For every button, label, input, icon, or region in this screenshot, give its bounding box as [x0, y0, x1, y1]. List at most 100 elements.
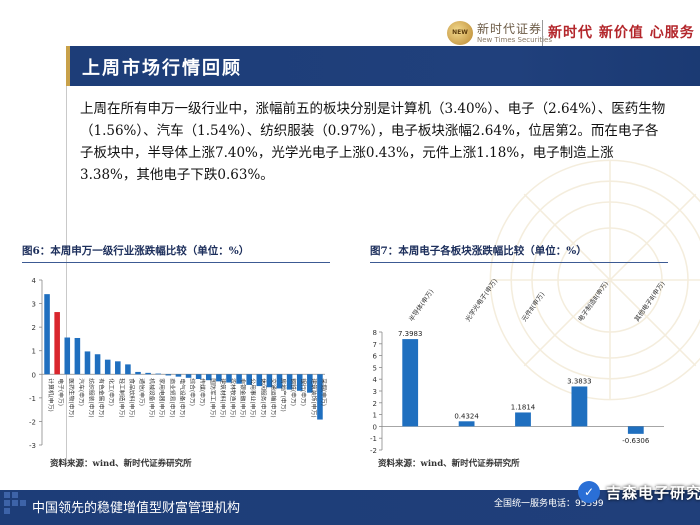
y-tick-label: -2: [29, 418, 36, 426]
bar: [44, 294, 50, 375]
y-tick-label: 2: [373, 400, 377, 408]
watermark: ✓ 吉森电子研究: [578, 478, 700, 506]
y-tick-label: 5: [373, 364, 377, 372]
category-label: 电气设备(申万): [178, 378, 186, 417]
value-label: 1.1814: [511, 403, 536, 411]
left-rule: [66, 86, 67, 466]
bar: [104, 359, 111, 375]
category-label: 公用事业(申万): [249, 378, 257, 417]
category-label: 采掘(申万): [320, 378, 328, 406]
bar: [276, 374, 283, 389]
category-label: 电子制造Ⅱ(申万): [576, 279, 610, 323]
category-label: 轻工制造(申万): [118, 378, 126, 417]
bar: [226, 374, 232, 383]
bar: [515, 412, 531, 427]
bar: [74, 337, 81, 375]
category-label: 纺织服装(申万): [87, 378, 95, 417]
bar: [155, 373, 162, 375]
bar: [145, 372, 151, 375]
watermark-icon: ✓: [578, 481, 600, 503]
category-label: 通信(申万): [138, 378, 146, 406]
category-label: 光学光电子(申万): [463, 277, 499, 324]
bar: [54, 312, 60, 375]
watermark-text: 吉森电子研究: [606, 483, 700, 502]
bar: [165, 374, 172, 376]
value-label: 0.4324: [454, 412, 479, 420]
category-label: 有色金属(申万): [98, 378, 106, 417]
category-label: 家用电器(申万): [158, 378, 166, 417]
category-label: 其他电子Ⅱ(申万): [632, 279, 666, 323]
y-tick-label: 1: [32, 348, 36, 356]
page-number: 22: [654, 485, 665, 494]
category-label: 农林牧渔(申万): [229, 378, 237, 417]
bar: [402, 339, 419, 427]
category-label: 化工(申万): [108, 378, 116, 406]
y-tick-label: 0: [32, 371, 36, 379]
bar: [115, 361, 121, 375]
figure7-source: 资料来源：wind、新时代证券研究所: [378, 459, 520, 469]
bar: [458, 421, 475, 427]
category-label: 汽车(申万): [77, 378, 85, 406]
bar: [125, 364, 131, 375]
category-label: 食品饮料(申万): [128, 378, 136, 417]
bar: [256, 374, 263, 387]
bar: [84, 351, 91, 375]
summary-paragraph: 上周在所有申万一级行业中，涨幅前五的板块分别是计算机（3.40%）、电子（2.6…: [80, 101, 666, 183]
y-tick-label: 1: [373, 412, 377, 420]
footer-decoration: [4, 492, 26, 514]
company-slogan: 新时代 新价值 心服务: [548, 25, 695, 41]
bar: [205, 374, 212, 381]
category-label: 非银金融(申万): [239, 378, 247, 417]
category-label: 半导体(申万): [406, 287, 435, 323]
title-accent: [66, 46, 70, 86]
category-label: 建筑材料(申万): [219, 378, 227, 417]
category-label: 商业贸易(申万): [168, 378, 176, 417]
bar: [236, 374, 242, 384]
y-tick-label: 6: [373, 353, 378, 361]
footer-tagline: 中国领先的稳健增值型财富管理机构: [32, 501, 241, 516]
title-bar: [66, 46, 700, 86]
value-label: 7.3983: [398, 330, 423, 338]
category-label: 元件Ⅱ(申万): [519, 290, 546, 323]
y-tick-label: -1: [29, 395, 36, 403]
bar: [195, 374, 202, 379]
category-label: 房地产(申万): [280, 378, 288, 412]
bar: [266, 374, 273, 388]
y-tick-label: -3: [29, 442, 36, 450]
logo-emblem: NEW TIMES: [447, 21, 473, 60]
figure6-source: 资料来源：wind、新时代证券研究所: [50, 459, 192, 469]
category-label: 电子(申万): [57, 378, 65, 406]
category-label: 综合(申万): [189, 378, 197, 406]
category-label: 银行(申万): [300, 378, 308, 406]
category-label: 计算机(申万): [47, 378, 55, 412]
background-ornament: [489, 159, 700, 401]
category-label: 医药生物(申万): [67, 378, 75, 417]
bar: [64, 337, 71, 375]
category-label: 钢铁(申万): [290, 378, 298, 406]
figure7-caption: 图7：本周电子各板块涨跌幅比较（单位：%）: [370, 245, 587, 257]
y-tick-label: 2: [32, 324, 36, 332]
y-tick-label: 3: [373, 388, 377, 396]
figure7-rule: [370, 262, 668, 263]
y-tick-label: 4: [32, 277, 37, 285]
bar: [627, 426, 644, 434]
footer-phone: 全国统一服务电话：95399: [494, 499, 604, 509]
value-label: -0.6306: [622, 437, 650, 445]
bar: [216, 374, 222, 382]
bar: [317, 374, 323, 420]
y-tick-label: -2: [370, 447, 377, 455]
bar: [307, 374, 313, 393]
logo-english-name: New Times Securities: [477, 36, 552, 44]
bar: [571, 386, 588, 427]
figure6-caption: 图6：本周申万一级行业涨跌幅比较（单位：%）: [22, 245, 250, 257]
category-label: 传媒(申万): [199, 378, 207, 406]
bar: [94, 354, 101, 375]
header-divider: [542, 20, 543, 46]
bar: [296, 374, 303, 391]
industry-change-chart: -3 -2 -1 0 1 2 3 4 计算机(申万) 电子(申万) 医药生物(申万) 汽车(申万) 纺织…: [29, 277, 328, 450]
bar: [246, 374, 252, 385]
category-label: 建筑装饰(申万): [310, 378, 318, 417]
company-logo: NEW TIMES 新时代证券 New Times Securities: [447, 18, 552, 60]
y-tick-label: 0: [373, 423, 377, 431]
bar: [135, 371, 141, 375]
